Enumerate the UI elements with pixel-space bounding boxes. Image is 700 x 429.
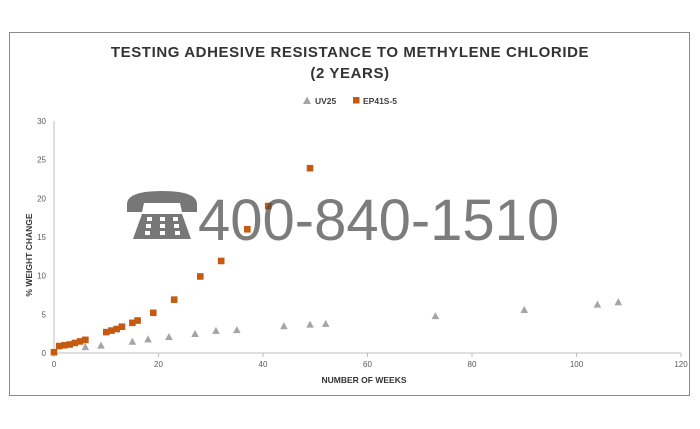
legend-marker-uv25 bbox=[303, 96, 311, 104]
legend: UV25 EP41S-5 bbox=[303, 96, 397, 106]
data-point-ep41s-5 bbox=[82, 336, 89, 344]
data-point-ep41s-5 bbox=[55, 342, 63, 350]
y-tick-label: 25 bbox=[37, 156, 46, 165]
data-point-uv25 bbox=[165, 332, 173, 341]
data-point-ep41s-5 bbox=[244, 225, 251, 233]
data-point-uv25 bbox=[233, 326, 241, 334]
chart-subtitle: (2 YEARS) bbox=[310, 65, 389, 82]
data-point-uv25 bbox=[212, 326, 220, 334]
data-point-uv25 bbox=[280, 322, 288, 330]
data-point-uv25 bbox=[97, 341, 105, 349]
y-axis-label: % WEIGHT CHANGE bbox=[24, 213, 34, 296]
data-point-ep41s-5 bbox=[129, 319, 136, 327]
phone-watermark-text: 400-840-1510 bbox=[198, 188, 559, 253]
telephone-icon bbox=[126, 191, 198, 239]
phone-watermark: 400-840-1510 bbox=[126, 188, 559, 253]
data-point-ep41s-5 bbox=[197, 273, 204, 280]
y-tick-label: 5 bbox=[42, 310, 47, 319]
x-tick-label: 100 bbox=[570, 360, 584, 369]
x-axis-label: NUMBER OF WEEKS bbox=[322, 375, 407, 385]
legend-label-ep41s-5: EP41S-5 bbox=[363, 96, 397, 106]
data-point-uv25 bbox=[593, 300, 602, 308]
y-tick-label: 20 bbox=[37, 194, 46, 203]
data-point-ep41s-5 bbox=[217, 257, 225, 265]
y-tick-labels: 0 5 10 15 20 25 30 bbox=[37, 117, 46, 358]
x-tick-label: 40 bbox=[259, 360, 268, 369]
y-tick-label: 30 bbox=[37, 117, 46, 126]
data-point-ep41s-5 bbox=[306, 164, 314, 172]
y-tick-label: 10 bbox=[37, 272, 46, 281]
data-point-ep41s-5 bbox=[149, 309, 157, 317]
data-point-ep41s-5 bbox=[264, 202, 272, 210]
data-point-uv25 bbox=[306, 320, 314, 328]
y-tick-label: 15 bbox=[37, 233, 46, 242]
data-point-uv25 bbox=[144, 335, 152, 343]
data-point-uv25 bbox=[128, 337, 137, 345]
data-point-ep41s-5 bbox=[61, 341, 68, 349]
x-tick-label: 60 bbox=[363, 360, 372, 369]
legend-marker-ep41s-5 bbox=[353, 97, 360, 104]
data-point-uv25 bbox=[614, 298, 623, 306]
x-tick-label: 80 bbox=[468, 360, 477, 369]
data-point-ep41s-5 bbox=[102, 328, 110, 336]
data-point-ep41s-5 bbox=[76, 338, 84, 345]
scatter-chart: TESTING ADHESIVE RESISTANCE TO METHYLENE… bbox=[24, 44, 688, 385]
data-point-uv25 bbox=[431, 312, 440, 320]
chart-title: TESTING ADHESIVE RESISTANCE TO METHYLENE… bbox=[111, 44, 589, 61]
data-point-ep41s-5 bbox=[71, 339, 79, 347]
legend-label-uv25: UV25 bbox=[315, 96, 337, 106]
data-points bbox=[50, 164, 623, 356]
data-point-ep41s-5 bbox=[113, 325, 120, 333]
x-tick-labels: 0 20 40 60 80 100 120 bbox=[52, 353, 688, 369]
data-point-ep41s-5 bbox=[108, 327, 115, 334]
x-tick-label: 20 bbox=[154, 360, 163, 369]
data-point-ep41s-5 bbox=[50, 348, 58, 356]
x-tick-label: 120 bbox=[674, 360, 688, 369]
data-point-uv25 bbox=[520, 305, 529, 313]
data-point-uv25 bbox=[81, 343, 90, 351]
data-point-uv25 bbox=[191, 329, 199, 337]
data-point-ep41s-5 bbox=[134, 317, 141, 324]
data-point-ep41s-5 bbox=[170, 296, 178, 303]
data-point-uv25 bbox=[321, 319, 330, 327]
chart-frame: TESTING ADHESIVE RESISTANCE TO METHYLENE… bbox=[9, 32, 690, 396]
data-point-ep41s-5 bbox=[66, 341, 73, 348]
x-tick-label: 0 bbox=[52, 360, 57, 369]
y-tick-label: 0 bbox=[42, 349, 47, 358]
data-point-ep41s-5 bbox=[118, 323, 126, 331]
